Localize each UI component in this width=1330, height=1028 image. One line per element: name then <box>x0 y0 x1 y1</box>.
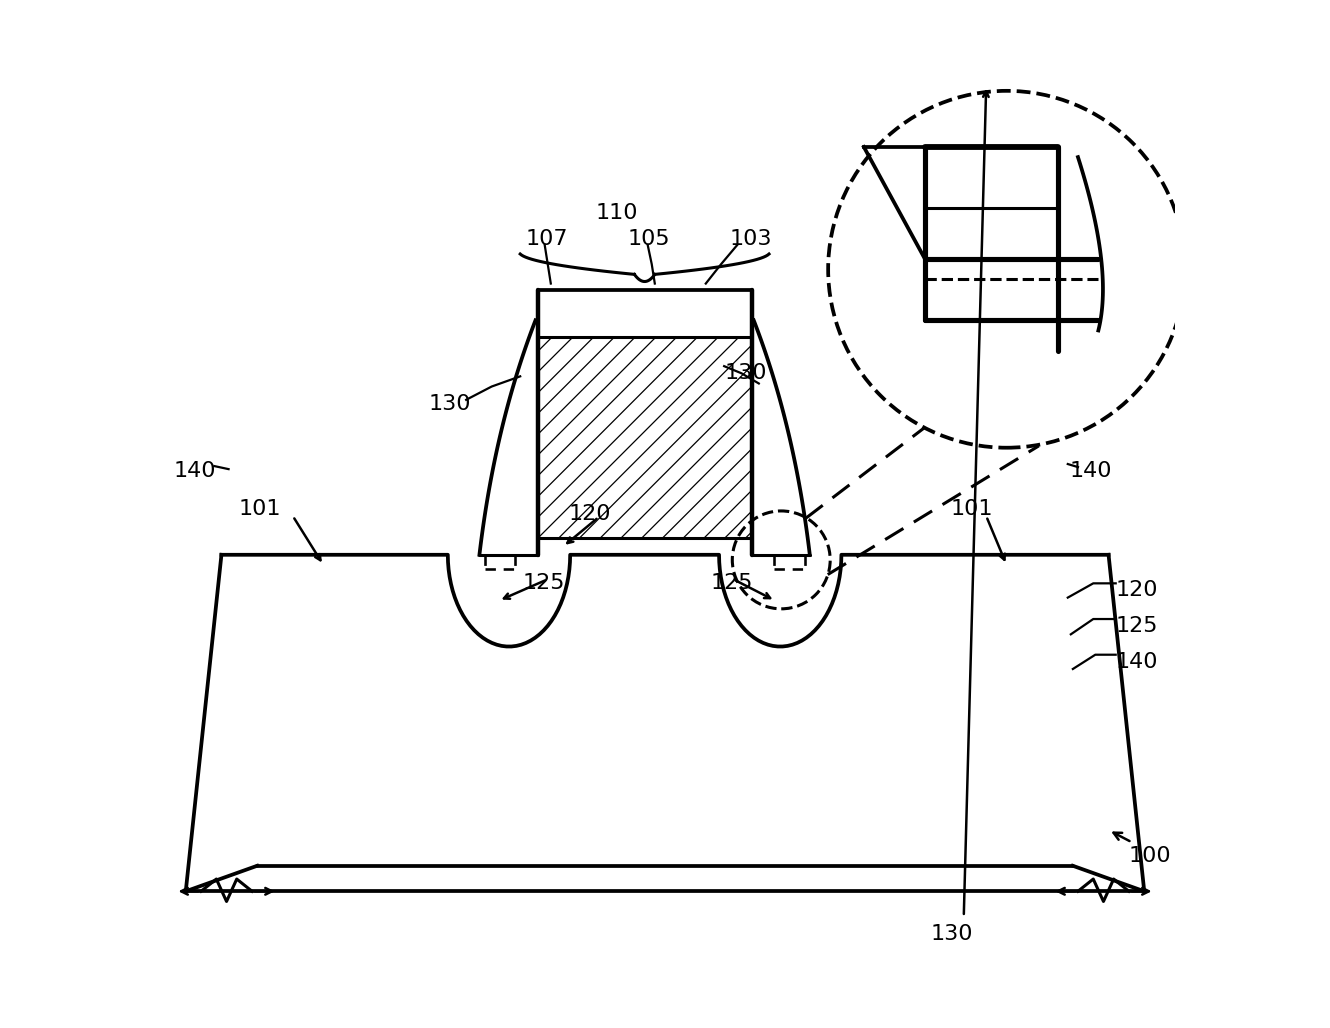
Text: 120: 120 <box>568 504 610 524</box>
Text: 140: 140 <box>173 462 215 481</box>
Text: 140: 140 <box>1069 462 1112 481</box>
Text: 100: 100 <box>1129 846 1172 866</box>
Text: 105: 105 <box>628 228 670 249</box>
Text: 125: 125 <box>523 574 565 593</box>
Text: 103: 103 <box>729 228 771 249</box>
Text: 130: 130 <box>930 924 972 944</box>
Text: 107: 107 <box>525 228 568 249</box>
Text: 125: 125 <box>710 574 753 593</box>
Text: 125: 125 <box>1116 616 1158 636</box>
Circle shape <box>829 90 1185 448</box>
Text: 120: 120 <box>1116 581 1158 600</box>
Text: 101: 101 <box>951 499 994 519</box>
Text: 130: 130 <box>724 363 766 383</box>
Text: 140: 140 <box>1116 652 1158 672</box>
Text: 101: 101 <box>239 499 281 519</box>
Text: 130: 130 <box>428 394 471 414</box>
Text: 110: 110 <box>596 204 638 223</box>
